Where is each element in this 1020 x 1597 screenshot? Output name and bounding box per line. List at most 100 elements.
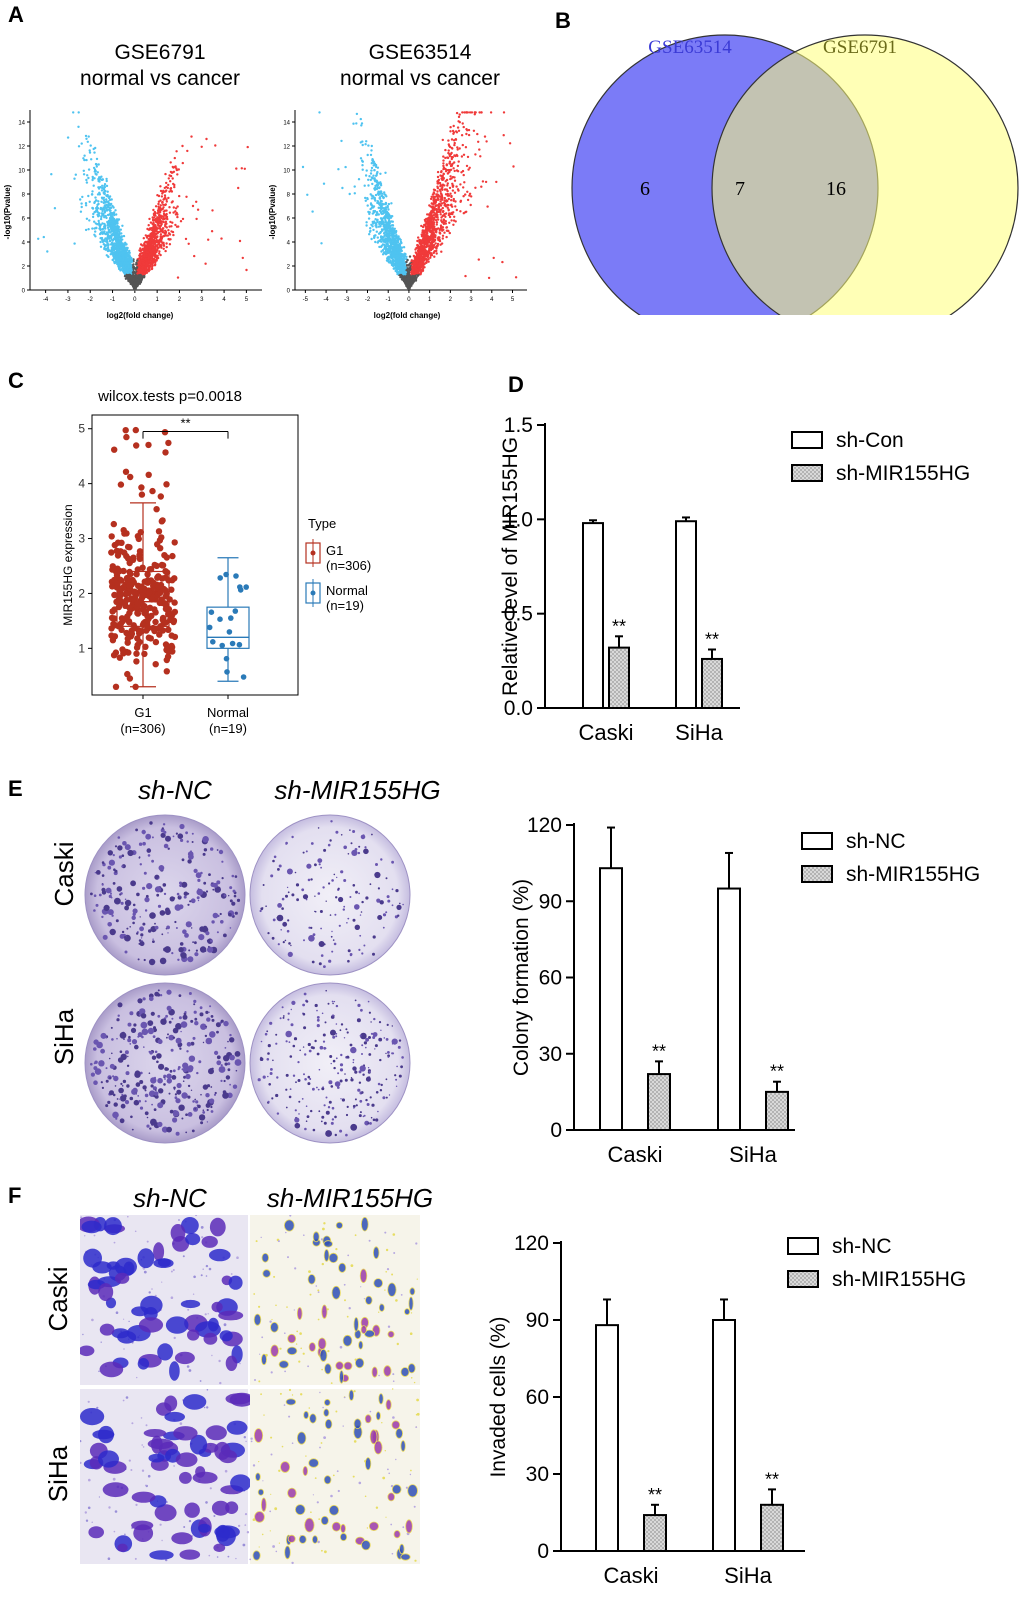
- volcano-point: [176, 205, 179, 208]
- volcano-point: [436, 190, 439, 193]
- volcano-point: [435, 195, 439, 198]
- volcano-point: [427, 213, 431, 216]
- volcano-point: [453, 143, 456, 147]
- volcano-point: [458, 147, 461, 150]
- volcano-point: [243, 167, 246, 170]
- volcano-point: [174, 223, 177, 227]
- volcano-point: [431, 193, 435, 196]
- volcano-point: [370, 149, 373, 152]
- volcano-point: [378, 186, 381, 189]
- volcano-point: [368, 212, 371, 216]
- volcano-point: [101, 209, 104, 213]
- volcano-point: [88, 151, 92, 154]
- volcano-point: [112, 221, 116, 224]
- volcano-point: [109, 243, 113, 246]
- volcano-point: [429, 197, 433, 201]
- volcano-point: [168, 225, 171, 228]
- volcano-ytick-label: 2: [287, 265, 291, 271]
- volcano-point: [82, 157, 85, 160]
- volcano-point: [143, 244, 147, 247]
- volcano-point: [146, 250, 150, 254]
- volcano-point: [90, 193, 94, 196]
- volcano-point: [376, 236, 379, 239]
- volcano-point: [112, 211, 116, 214]
- volcano-point: [476, 132, 479, 136]
- volcano-point: [144, 258, 147, 261]
- volcano-point: [162, 198, 165, 201]
- volcano-xtick-label: 0: [133, 297, 137, 303]
- volcano-point: [432, 191, 435, 194]
- volcano-point: [442, 164, 445, 168]
- volcano-point: [383, 191, 386, 194]
- volcano-point: [124, 250, 128, 254]
- volcano-point: [210, 230, 214, 233]
- volcano-point: [157, 200, 161, 203]
- volcano-point: [116, 247, 120, 251]
- volcano-point: [117, 235, 120, 238]
- volcano-point: [502, 111, 506, 114]
- volcano-point: [126, 251, 130, 254]
- volcano-point: [390, 202, 393, 205]
- volcano-point: [165, 245, 168, 249]
- volcano-point: [110, 249, 114, 252]
- volcano-point: [113, 246, 116, 249]
- volcano-1-ylabel: -log10(Pvalue): [3, 184, 12, 239]
- volcano-point: [456, 188, 460, 191]
- volcano-xtick-label: -5: [303, 297, 309, 303]
- volcano-point: [437, 236, 440, 239]
- volcano-point: [162, 203, 165, 206]
- volcano-point: [84, 228, 88, 232]
- volcano-point: [426, 236, 429, 239]
- volcano-point: [116, 221, 119, 225]
- volcano-point: [110, 252, 114, 255]
- volcano-point: [364, 196, 367, 200]
- volcano-point: [365, 224, 368, 227]
- volcano-point: [146, 240, 149, 243]
- volcano-point: [158, 239, 161, 243]
- volcano-point: [174, 210, 177, 213]
- volcano-point: [452, 124, 455, 128]
- volcano-point: [158, 250, 161, 253]
- volcano-point: [155, 229, 158, 233]
- volcano-point: [418, 241, 421, 245]
- volcano-point: [434, 242, 437, 245]
- volcano-point: [454, 130, 458, 133]
- volcano-point: [96, 210, 99, 214]
- volcano-point: [144, 266, 147, 269]
- volcano-point: [96, 203, 99, 207]
- volcano-point: [429, 215, 433, 218]
- volcano-point: [439, 224, 443, 227]
- volcano-point: [365, 169, 368, 172]
- volcano-point: [97, 214, 101, 217]
- volcano-point: [439, 213, 442, 216]
- volcano-point: [385, 242, 388, 246]
- volcano-point: [204, 262, 207, 265]
- volcano-point: [424, 223, 427, 226]
- volcano-point: [177, 225, 180, 228]
- volcano-point: [376, 166, 380, 169]
- volcano-point: [97, 163, 100, 166]
- volcano-point: [106, 232, 109, 235]
- volcano-point: [125, 243, 128, 246]
- volcano-point: [386, 228, 389, 231]
- volcano-point: [106, 200, 110, 204]
- volcano-point: [120, 235, 124, 238]
- volcano-point: [384, 217, 387, 220]
- volcano-point: [429, 247, 433, 250]
- volcano-point: [432, 226, 435, 230]
- volcano-point: [369, 207, 372, 211]
- volcano-point: [105, 184, 109, 188]
- volcano-point: [453, 141, 456, 145]
- volcano-point: [445, 226, 448, 229]
- volcano-point: [120, 268, 123, 271]
- volcano-point: [167, 183, 170, 187]
- volcano-point: [400, 241, 403, 245]
- volcano-point: [373, 186, 377, 190]
- volcano-point: [142, 275, 145, 278]
- volcano-point: [448, 160, 452, 163]
- volcano-point: [110, 228, 113, 231]
- volcano-point: [164, 224, 167, 228]
- volcano-point: [388, 234, 391, 237]
- volcano-point: [82, 173, 86, 176]
- volcano-point: [157, 227, 160, 230]
